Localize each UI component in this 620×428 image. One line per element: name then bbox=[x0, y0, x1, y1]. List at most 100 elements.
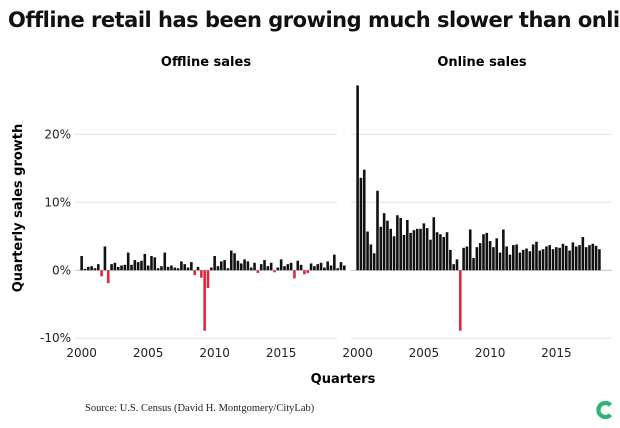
offline-bar bbox=[273, 270, 276, 273]
offline-bar bbox=[133, 260, 137, 271]
citylab-logo-icon bbox=[596, 400, 613, 420]
x-tick-label: 2000 bbox=[342, 346, 373, 360]
offline-bar bbox=[180, 261, 183, 271]
online-bar bbox=[389, 228, 393, 271]
offline-bar bbox=[83, 268, 87, 271]
offline-bar bbox=[269, 262, 273, 271]
online-bar bbox=[521, 249, 525, 271]
offline-bar bbox=[216, 266, 220, 271]
online-bar bbox=[396, 215, 399, 271]
online-bar bbox=[508, 254, 512, 271]
offline-bar bbox=[326, 261, 329, 271]
online-bar bbox=[452, 264, 455, 271]
offline-bar bbox=[106, 270, 110, 284]
offline-bar bbox=[203, 270, 206, 331]
online-bar bbox=[372, 253, 376, 271]
online-bar bbox=[369, 244, 373, 271]
online-bar bbox=[574, 246, 578, 271]
online-bar bbox=[555, 247, 558, 271]
offline-bar bbox=[183, 264, 187, 271]
online-bar bbox=[485, 232, 489, 271]
offline-bar bbox=[110, 264, 113, 271]
offline-bar bbox=[220, 261, 223, 271]
offline-bar bbox=[256, 270, 260, 273]
online-bar bbox=[565, 245, 568, 271]
online-bar bbox=[512, 245, 515, 271]
online-bar bbox=[445, 232, 449, 271]
online-bar bbox=[578, 245, 581, 271]
online-bar bbox=[545, 246, 548, 271]
online-bar bbox=[465, 246, 469, 271]
offline-bar bbox=[266, 266, 270, 271]
x-tick-label: 2015 bbox=[541, 346, 572, 360]
offline-bar bbox=[293, 270, 296, 279]
online-bar bbox=[382, 213, 386, 271]
online-bar bbox=[386, 220, 389, 271]
online-bar bbox=[505, 246, 508, 271]
online-bar bbox=[392, 236, 396, 271]
offline-bar bbox=[299, 264, 303, 271]
chart-title: Offline retail has been growing much slo… bbox=[8, 8, 620, 32]
offline-bar bbox=[146, 265, 150, 271]
offline-bar bbox=[100, 270, 103, 277]
online-bar bbox=[538, 250, 542, 271]
offline-bar bbox=[113, 262, 117, 271]
x-tick-label: 2015 bbox=[266, 346, 297, 360]
online-bar bbox=[518, 252, 522, 271]
online-bar bbox=[409, 232, 412, 271]
offline-bar bbox=[226, 268, 230, 271]
online-bar bbox=[571, 242, 575, 271]
offline-bar bbox=[163, 252, 167, 271]
offline-bar bbox=[249, 267, 253, 271]
offline-bar bbox=[206, 270, 210, 288]
online-bar bbox=[535, 241, 538, 271]
source-note: Source: U.S. Census (David H. Montgomery… bbox=[85, 403, 315, 414]
online-bar bbox=[531, 244, 535, 271]
online-bar bbox=[422, 223, 426, 271]
offline-bar bbox=[173, 267, 177, 271]
offline-bar bbox=[93, 268, 97, 271]
offline-bar bbox=[229, 250, 233, 271]
online-panel-title: Online sales bbox=[437, 55, 527, 70]
offline-bar bbox=[160, 266, 163, 271]
online-bar bbox=[432, 217, 436, 271]
offline-bar bbox=[80, 255, 83, 271]
online-bar bbox=[356, 85, 359, 271]
offline-bar bbox=[306, 270, 310, 273]
online-bar bbox=[475, 247, 479, 271]
offline-bar bbox=[289, 262, 293, 271]
x-axis-title: Quarters bbox=[311, 372, 376, 387]
offline-bar bbox=[339, 262, 343, 271]
offline-bar bbox=[283, 266, 286, 271]
offline-bar bbox=[186, 267, 190, 271]
offline-bar bbox=[130, 264, 133, 271]
offline-bar bbox=[259, 264, 263, 271]
offline-bar bbox=[279, 259, 283, 271]
offline-bar bbox=[170, 265, 173, 271]
offline-bar bbox=[309, 263, 313, 271]
y-axis-title: Quarterly sales growth bbox=[11, 124, 26, 293]
online-bar bbox=[429, 239, 432, 271]
offline-bar bbox=[319, 262, 323, 271]
online-bar bbox=[379, 226, 383, 271]
offline-bar bbox=[123, 264, 127, 271]
online-bar bbox=[442, 236, 446, 271]
online-bar bbox=[591, 243, 595, 271]
offline-bar bbox=[323, 267, 326, 271]
x-tick-label: 2010 bbox=[475, 346, 506, 360]
offline-bar bbox=[176, 268, 180, 271]
offline-bar bbox=[329, 265, 333, 271]
online-bar bbox=[598, 249, 601, 271]
offline-bar bbox=[286, 264, 290, 271]
offline-bar bbox=[150, 255, 153, 271]
online-bar bbox=[492, 247, 495, 271]
online-bar bbox=[498, 252, 502, 271]
offline-bar bbox=[210, 267, 213, 271]
offline-bar bbox=[296, 260, 300, 271]
x-tick-label: 2005 bbox=[133, 346, 164, 360]
online-bar bbox=[366, 231, 369, 271]
online-bar bbox=[482, 234, 485, 271]
y-tick-label: 10% bbox=[44, 195, 71, 209]
online-bar bbox=[502, 229, 505, 271]
